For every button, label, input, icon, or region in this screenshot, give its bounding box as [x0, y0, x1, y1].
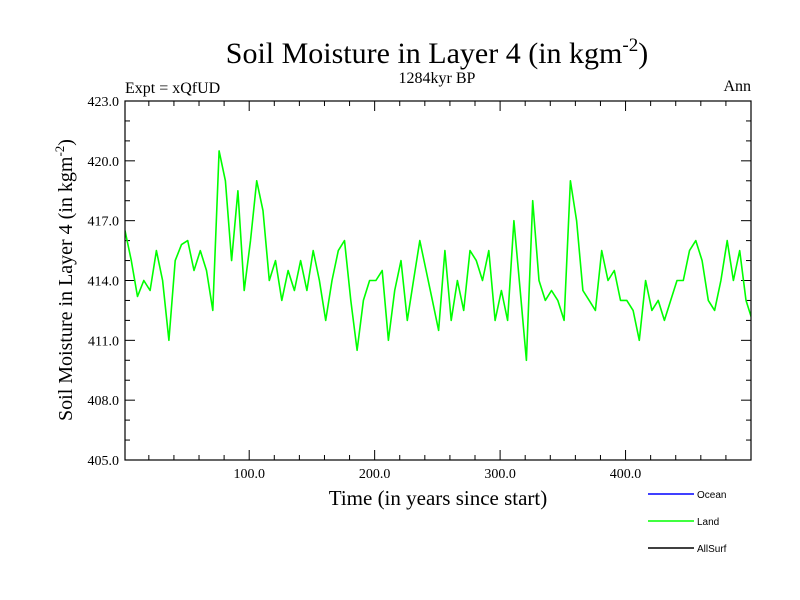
plot-frame — [124, 100, 752, 461]
x-tick-label: 300.0 — [484, 467, 516, 482]
y-tick-label: 411.0 — [88, 334, 119, 349]
x-tick-label: 200.0 — [359, 467, 391, 482]
legend: Ocean Land AllSurf — [648, 490, 727, 555]
y-tick-label: 408.0 — [88, 394, 120, 409]
tick-labels: 100.0 200.0 300.0 400.0 405.0 408.0 411.0 414.0… — [88, 95, 642, 482]
y-tick-label: 423.0 — [88, 95, 120, 110]
chart-subtitle: 1284kyr BP — [399, 70, 476, 87]
chart-title-superscript: -2 — [622, 35, 638, 56]
y-axis-label-superscript: -2 — [52, 146, 67, 157]
y-tick-label: 420.0 — [88, 155, 120, 170]
season-label: Ann — [723, 78, 751, 95]
x-axis-label: Time (in years since start) — [329, 486, 548, 510]
y-tick-label: 405.0 — [88, 454, 120, 469]
y-tick-label: 414.0 — [88, 275, 120, 290]
chart-title: Soil Moisture in Layer 4 (in kgm-2) — [226, 35, 648, 70]
series-group — [125, 150, 751, 362]
legend-label-land: Land — [697, 517, 719, 528]
series-line-land — [125, 150, 751, 362]
x-tick-label: 400.0 — [610, 467, 642, 482]
legend-label-ocean: Ocean — [697, 490, 726, 501]
x-tick-label: 100.0 — [233, 467, 265, 482]
legend-label-allsurf: AllSurf — [697, 544, 727, 555]
y-tick-label: 417.0 — [88, 215, 120, 230]
y-axis-label: Soil Moisture in Layer 4 (in kgm-2) — [52, 139, 77, 421]
experiment-label: Expt = xQfUD — [125, 80, 220, 97]
